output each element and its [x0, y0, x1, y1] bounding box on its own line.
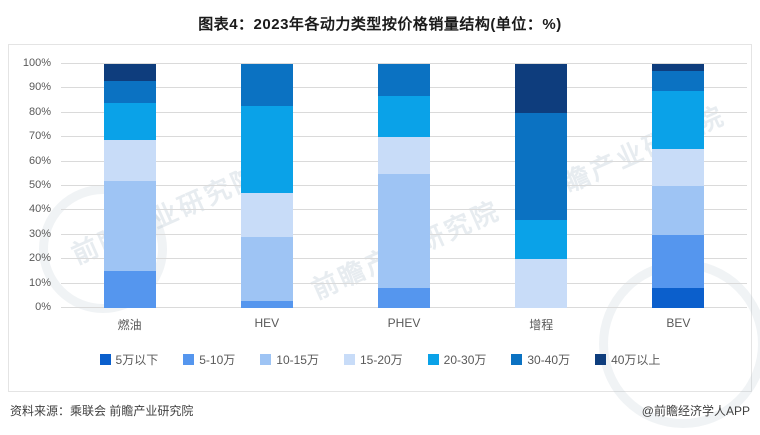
x-axis-label: 燃油 — [117, 318, 142, 332]
source-text: 资料来源：乘联会 前瞻产业研究院 — [10, 404, 194, 418]
stacked-bar — [103, 64, 156, 308]
legend: 5万以下 5-10万 10-15万 15-20万 20-30万 30-40万 40万以上 — [9, 351, 751, 368]
bar-segment — [515, 259, 568, 308]
bar-segment — [652, 186, 705, 235]
y-axis-tick-label: 70% — [28, 130, 51, 143]
stacked-bar — [378, 64, 430, 308]
bar-column-HEV — [198, 64, 335, 308]
y-axis-tick-label: 40% — [28, 203, 51, 216]
x-axis-label: 增程 — [529, 318, 554, 332]
bar-segment — [652, 90, 705, 150]
stacked-bar — [652, 64, 705, 308]
bar-segment — [652, 288, 705, 308]
plot-area: 100% 90% 80% 70% 60% 50% 40% 30% 20% 10% 0% — [23, 57, 747, 313]
bar-segment — [103, 103, 156, 140]
x-axis-label: PHEV — [387, 316, 421, 330]
bar-segment — [103, 81, 156, 104]
legend-swatch — [595, 354, 607, 365]
bar-segment — [240, 300, 293, 308]
x-axis-label: BEV — [666, 316, 691, 330]
bars-container — [61, 64, 747, 308]
legend-item: 40万以上 — [595, 351, 660, 368]
bar-segment — [103, 181, 156, 272]
bar-column-增程 — [473, 64, 610, 308]
bar-column-BEV — [610, 64, 747, 308]
legend-swatch — [183, 354, 195, 365]
y-axis-tick-label: 0% — [35, 301, 51, 313]
y-axis-tick-label: 30% — [28, 227, 51, 240]
y-axis-tick-label: 20% — [28, 252, 51, 265]
legend-item: 15-20万 — [343, 351, 403, 368]
legend-label: 15-20万 — [359, 353, 403, 367]
stacked-bar — [240, 64, 293, 308]
credit-text: @前瞻经济学人APP — [641, 404, 750, 418]
bar-segment — [652, 234, 705, 289]
footer: 资料来源：乘联会 前瞻产业研究院 @前瞻经济学人APP — [0, 402, 760, 419]
bar-segment — [515, 220, 568, 260]
bar-segment — [103, 139, 156, 182]
legend-item: 20-30万 — [427, 351, 487, 368]
y-axis-tick-label: 60% — [28, 154, 51, 167]
bar-segment — [652, 71, 705, 91]
y-axis-tick-label: 90% — [28, 81, 51, 94]
legend-label: 20-30万 — [443, 353, 487, 367]
bar-segment — [103, 64, 156, 82]
legend-item: 5-10万 — [183, 351, 235, 368]
legend-item: 30-40万 — [511, 351, 570, 368]
x-axis-label: HEV — [254, 316, 280, 330]
chart-title: 图表4：2023年各动力类型按价格销量结构(单位：%) — [198, 16, 562, 33]
legend-label: 5-10万 — [199, 353, 236, 367]
bar-column-PHEV — [335, 64, 472, 308]
bar-segment — [515, 64, 568, 113]
legend-item: 10-15万 — [260, 351, 319, 368]
legend-swatch — [511, 354, 523, 365]
bar-segment — [378, 137, 430, 174]
bar-column-燃油 — [61, 64, 198, 308]
legend-swatch — [99, 354, 111, 365]
legend-swatch — [343, 354, 355, 365]
y-axis-tick-label: 50% — [28, 179, 51, 191]
bar-segment — [378, 288, 430, 308]
legend-swatch — [427, 354, 439, 365]
bar-segment — [240, 105, 293, 194]
bar-segment — [515, 112, 568, 221]
chart-container: 前瞻产业研究院 前瞻产业研究院 前瞻产业研究院 100%90%80%70%60%… — [8, 44, 760, 428]
legend-label: 30-40万 — [527, 353, 571, 367]
y-axis-tick-label: 100% — [22, 57, 51, 69]
bar-segment — [652, 149, 705, 187]
bar-segment — [240, 193, 293, 238]
bar-segment — [103, 271, 156, 308]
bar-segment — [378, 173, 430, 289]
bar-segment — [240, 64, 293, 106]
legend-swatch — [260, 354, 272, 365]
legend-label: 5万以下 — [115, 353, 159, 367]
legend-item: 5万以下 — [99, 351, 159, 368]
bar-segment — [240, 237, 293, 301]
bar-segment — [378, 95, 430, 138]
legend-label: 10-15万 — [276, 353, 319, 367]
gridline: 100% — [23, 57, 747, 69]
bar-segment — [652, 64, 705, 72]
bar-segment — [378, 64, 430, 96]
y-axis-tick-label: 10% — [28, 276, 51, 289]
legend-label: 40万以上 — [611, 353, 661, 367]
y-axis-tick-label: 80% — [28, 105, 51, 118]
stacked-bar — [515, 64, 568, 308]
x-axis-labels: 燃油 HEV PHEV 增程 BEV — [61, 316, 747, 333]
